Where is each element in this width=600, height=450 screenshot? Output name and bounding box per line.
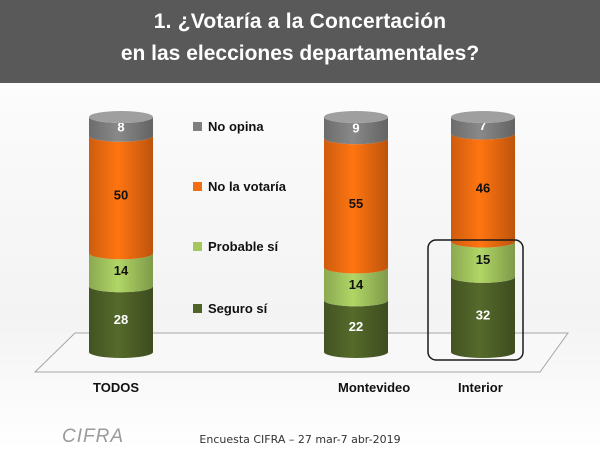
legend-label-probable: Probable sí	[208, 239, 278, 254]
bar-segment-no_opina-0	[89, 117, 153, 142]
data-label-no_votaria-1: 55	[349, 196, 363, 211]
bar-segment-no_votaria-1	[324, 138, 388, 274]
legend-label-no_votaria: No la votaría	[208, 179, 287, 194]
bar-segment-no_votaria-0	[89, 135, 153, 260]
legend-swatch-no_votaria	[193, 182, 202, 191]
x-label-2: Interior	[458, 380, 503, 395]
bar-top-cap-2	[451, 111, 515, 123]
legend: No opina No la votaría Probable sí Seguro s…	[193, 119, 287, 316]
bar-segment-no_votaria-2	[451, 133, 515, 248]
data-label-no_opina-2: 7	[479, 118, 486, 133]
data-label-seguro-0: 28	[114, 312, 128, 327]
x-axis-labels: TODOS Montevideo Interior	[93, 380, 503, 395]
bar-top-cap-0	[89, 111, 153, 123]
legend-swatch-seguro	[193, 304, 202, 313]
x-label-1: Montevideo	[338, 380, 410, 395]
data-label-seguro-2: 32	[476, 307, 490, 322]
bar-segment-seguro-1	[324, 300, 388, 358]
title-line-2: en las elecciones departamentales?	[120, 42, 480, 65]
data-label-probable-0: 14	[114, 263, 129, 278]
title-banner: 1. ¿Votaría a la Concertación en las ele…	[0, 0, 600, 83]
data-label-probable-2: 15	[476, 252, 490, 267]
bars-group: 28 14 50 8 22 14 55 9 32 15 46 7	[89, 111, 515, 358]
data-label-probable-1: 14	[349, 277, 364, 292]
bar-segment-seguro-0	[89, 286, 153, 358]
bar-segment-probable-0	[89, 253, 153, 293]
data-label-seguro-1: 22	[349, 319, 363, 334]
legend-swatch-probable	[193, 242, 202, 251]
bar-segment-probable-2	[451, 241, 515, 283]
cifra-logo: CIFRA	[62, 426, 124, 447]
data-label-no_opina-1: 9	[352, 121, 359, 136]
highlight-box	[427, 239, 524, 361]
bar-segment-no_opina-2	[451, 117, 515, 140]
bar-top-cap-1	[324, 111, 388, 123]
x-label-0: TODOS	[93, 380, 139, 395]
source-footer: Encuesta CIFRA – 27 mar-7 abr-2019	[199, 433, 401, 446]
title-line-1: 1. ¿Votaría a la Concertación	[153, 10, 447, 33]
legend-swatch-no_opina	[193, 122, 202, 131]
data-label-no_votaria-2: 46	[476, 181, 490, 196]
data-label-no_opina-0: 8	[117, 119, 124, 134]
chart-floor	[33, 332, 569, 373]
legend-label-seguro: Seguro sí	[208, 301, 268, 316]
legend-label-no_opina: No opina	[208, 119, 264, 134]
bar-segment-probable-1	[324, 267, 388, 307]
data-label-no_votaria-0: 50	[114, 188, 128, 203]
bar-segment-no_opina-1	[324, 117, 388, 145]
bar-segment-seguro-2	[451, 276, 515, 358]
